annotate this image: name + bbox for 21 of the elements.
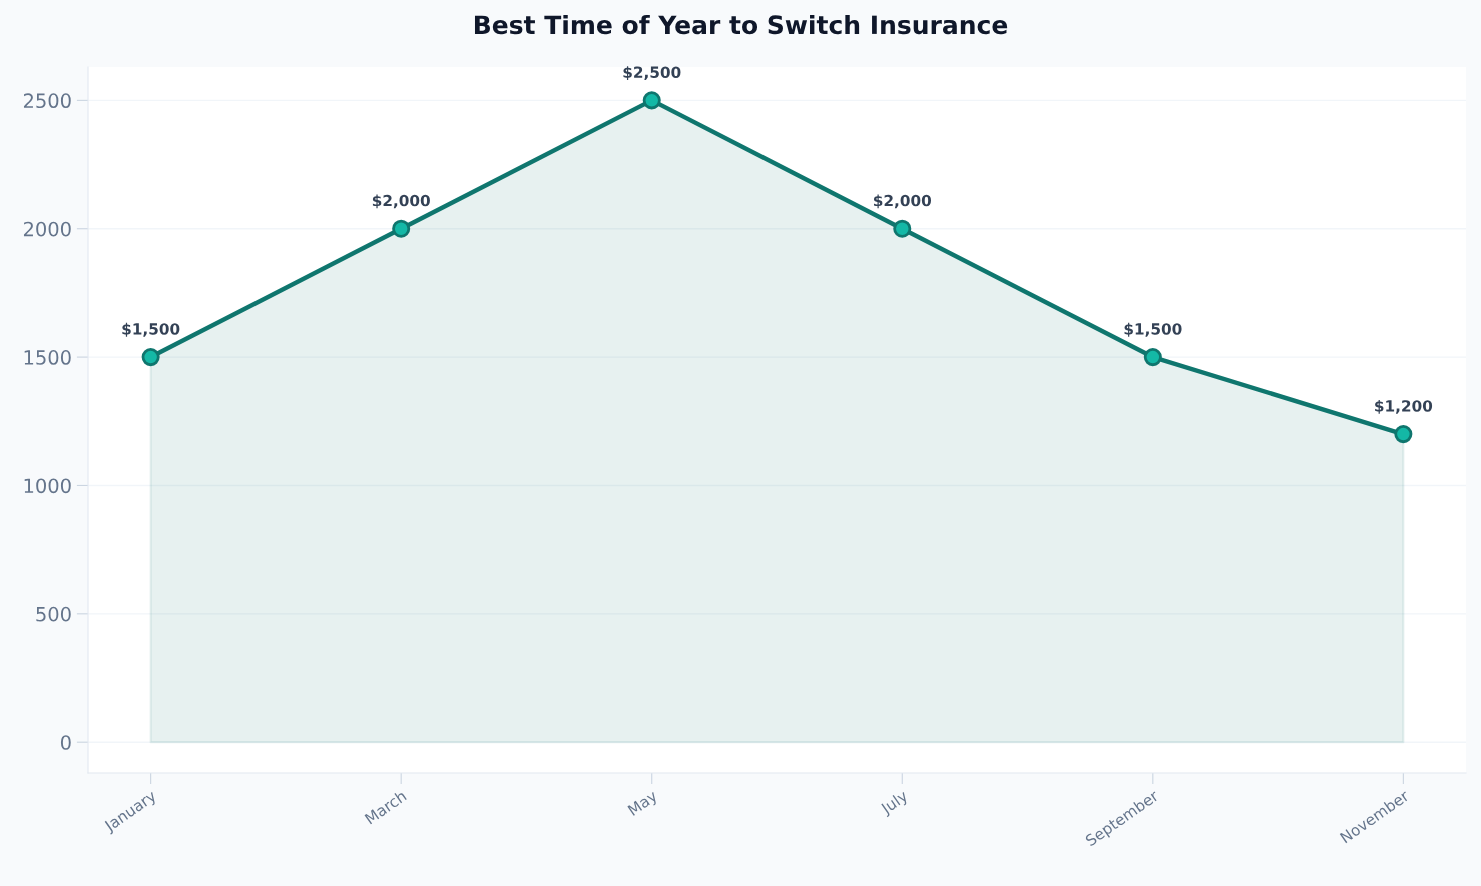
point [893,219,912,238]
data-label: $1,500 [1124,322,1182,337]
data-label: $1,500 [122,322,180,337]
point [642,91,661,110]
y-tick-label: 2500 [23,93,71,109]
y-tick-label: 1000 [24,478,71,494]
y-tick-label: 1500 [24,350,71,365]
x-tick-label: July [879,789,911,818]
point [1143,348,1162,367]
data-label: $2,500 [623,66,681,80]
y-tick-label: 2000 [23,221,71,237]
data-label: $1,200 [1375,399,1433,414]
y-tick-label: 500 [36,606,71,622]
y-tick-label: 0 [60,735,71,750]
point [1394,425,1413,444]
data-label: $2,000 [372,194,430,209]
x-tick-label: May [627,789,660,819]
point [392,219,411,238]
point [141,348,160,367]
chart-title: Best Time of Year to Switch Insurance [474,14,1008,35]
data-label: $2,000 [873,194,932,209]
